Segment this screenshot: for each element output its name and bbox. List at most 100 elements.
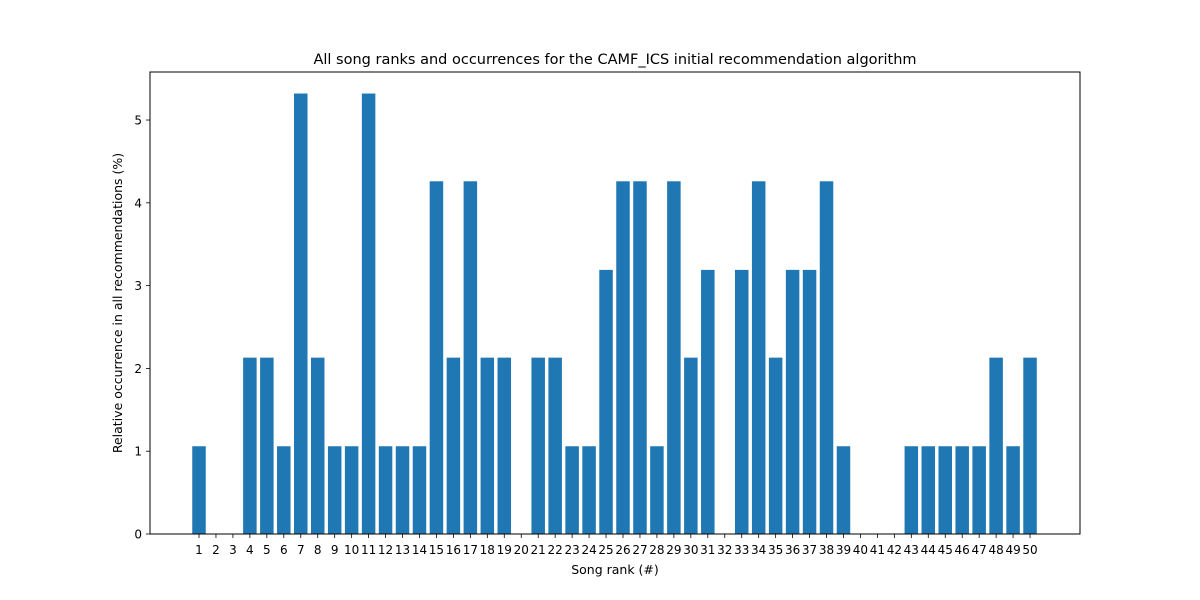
bar-rank-28 [650,446,664,534]
x-tick-label: 38 [819,543,834,557]
x-tick-label: 42 [887,543,902,557]
x-tick-label: 6 [280,543,288,557]
x-axis: 1 2 3 4 5 6 7 8 9 10 11 12 13 14 15 16 17 18 19 20 21 22 23 24 2… [195,534,1038,557]
x-tick-label: 29 [666,543,681,557]
x-tick-label: 36 [785,543,800,557]
bar-rank-11 [361,93,376,534]
bars-layer [192,93,1037,535]
chart-title: All song ranks and occurrences for the C… [313,52,916,68]
y-tick-label: 1 [134,445,142,459]
bar-rank-1 [192,446,206,534]
bar-rank-5 [260,357,274,534]
bar-rank-34 [751,181,766,535]
bar-rank-9 [327,446,342,534]
x-tick-label: 24 [581,543,596,557]
x-tick-label: 12 [378,543,393,557]
bar-rank-27 [633,181,647,535]
bar-rank-14 [412,446,427,534]
x-tick-label: 2 [212,543,220,557]
x-tick-label: 5 [263,543,271,557]
y-axis-label: Relative occurrence in all recommendatio… [110,153,125,453]
bar-rank-45 [938,446,952,534]
bar-rank-24 [582,446,596,534]
x-tick-label: 15 [429,543,444,557]
plot-frame [149,71,1081,535]
x-tick-label: 20 [514,543,529,557]
bar-rank-44 [921,446,936,534]
bar-rank-13 [395,446,410,534]
x-tick-label: 41 [870,543,885,557]
x-tick-label: 16 [446,543,461,557]
x-tick-label: 40 [853,543,868,557]
x-tick-label: 44 [921,543,936,557]
x-tick-label: 26 [615,543,630,557]
x-tick-label: 17 [463,543,478,557]
bar-rank-35 [768,357,783,534]
x-tick-label: 4 [246,543,254,557]
bar-rank-10 [344,446,359,534]
bar-rank-6 [277,446,291,534]
x-tick-label: 34 [751,543,766,557]
bar-rank-18 [480,357,495,534]
bar-rank-16 [446,357,461,534]
x-tick-label: 18 [480,543,495,557]
x-tick-label: 23 [564,543,579,557]
bar-rank-38 [819,181,834,535]
bar-rank-17 [463,181,478,535]
x-tick-label: 10 [344,543,359,557]
bar-rank-30 [684,357,698,534]
x-tick-label: 1 [195,543,203,557]
bar-rank-4 [243,357,257,534]
bar-rank-21 [531,357,545,534]
bar-rank-29 [667,181,681,535]
x-tick-label: 3 [229,543,237,557]
bar-rank-19 [497,357,512,534]
bar-rank-33 [734,269,749,534]
bar-rank-39 [836,446,851,534]
y-tick-label: 4 [134,196,142,210]
bar-rank-50 [1023,357,1037,534]
x-tick-label: 11 [361,543,376,557]
x-tick-label: 49 [1005,543,1020,557]
x-tick-label: 48 [988,543,1003,557]
x-tick-label: 32 [717,543,732,557]
bar-rank-43 [904,446,919,534]
x-tick-label: 47 [972,543,987,557]
bar-rank-12 [378,446,393,534]
x-tick-label: 27 [632,543,647,557]
bar-rank-25 [599,269,613,534]
x-tick-label: 39 [836,543,851,557]
x-tick-label: 45 [938,543,953,557]
bar-rank-31 [701,269,715,534]
x-tick-label: 13 [395,543,410,557]
bar-rank-8 [310,357,325,534]
x-tick-label: 28 [649,543,664,557]
bar-rank-15 [429,181,444,535]
x-tick-label: 33 [734,543,749,557]
x-tick-label: 37 [802,543,817,557]
y-tick-label: 2 [134,362,142,376]
bar-rank-22 [548,357,562,534]
y-tick-label: 3 [134,279,142,293]
y-tick-label: 5 [134,114,142,128]
x-tick-label: 30 [683,543,698,557]
x-tick-label: 46 [955,543,970,557]
x-tick-label: 21 [531,543,546,557]
x-tick-label: 43 [904,543,919,557]
bar-rank-47 [972,446,986,534]
bar-rank-46 [955,446,969,534]
x-tick-label: 50 [1022,543,1037,557]
x-tick-label: 31 [700,543,715,557]
x-tick-label: 14 [412,543,427,557]
x-tick-label: 8 [314,543,322,557]
bar-rank-7 [294,93,308,534]
x-tick-label: 22 [548,543,563,557]
bar-rank-36 [785,269,800,534]
x-tick-label: 25 [598,543,613,557]
x-tick-label: 9 [331,543,339,557]
bar-rank-26 [616,181,630,535]
bar-rank-49 [1006,446,1020,534]
x-tick-label: 19 [497,543,512,557]
